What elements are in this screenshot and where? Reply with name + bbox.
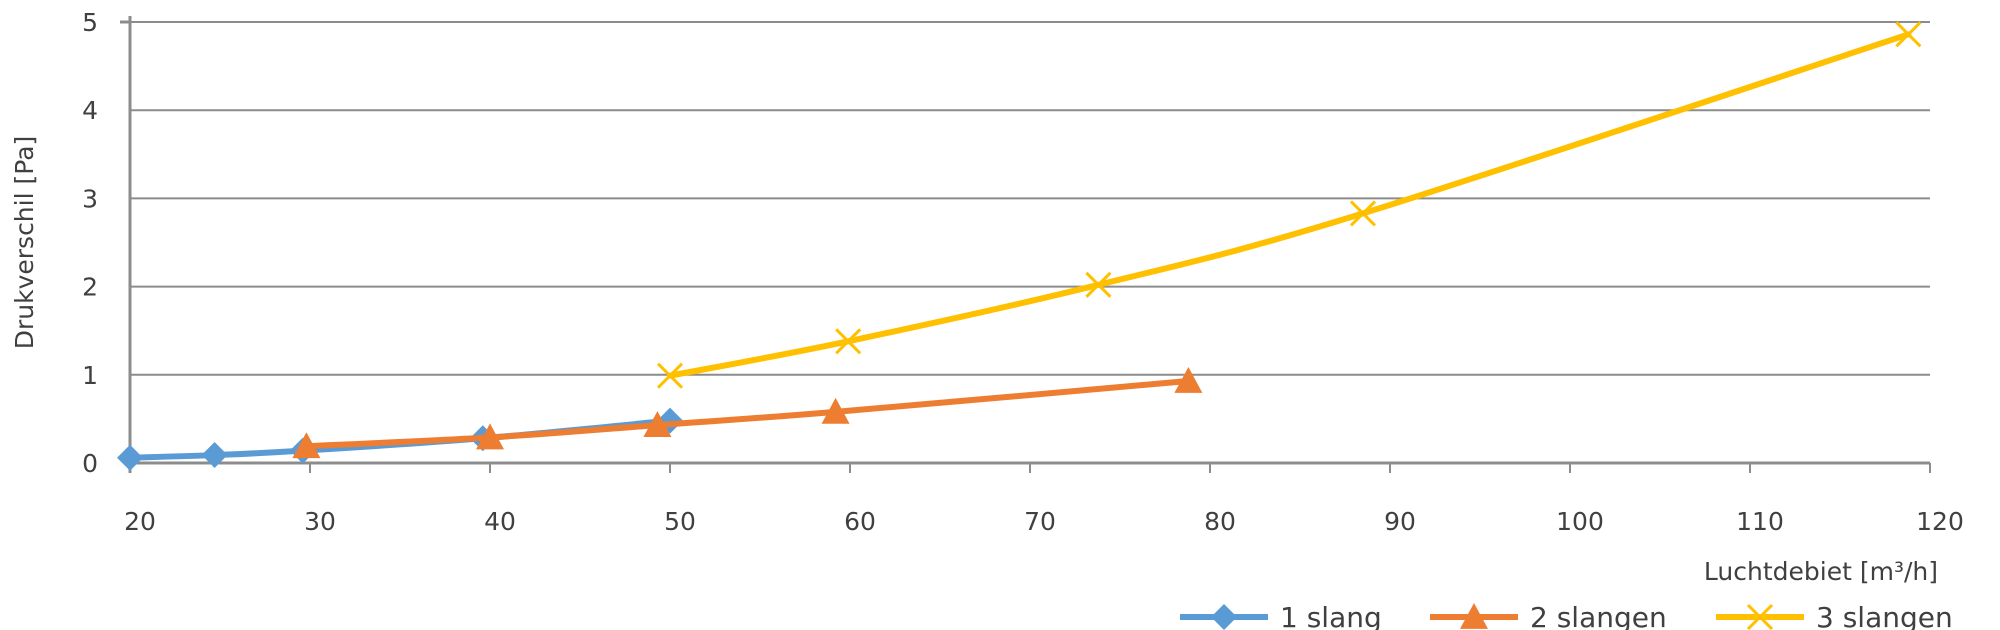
data-point-3-2 — [835, 328, 862, 355]
data-point-3-3 — [1085, 271, 1112, 298]
tick-labels: 0 1 2 3 4 5 20 30 40 50 60 70 80 90 100 110 120 — [82, 8, 1964, 536]
x-tick-label-20: 20 — [124, 507, 156, 536]
series-2 — [292, 366, 1203, 459]
legend: 1 slang 2 slangen 3 slangen — [1180, 601, 1953, 630]
legend-label-2: 2 slangen — [1530, 601, 1667, 630]
series-line-3 — [667, 31, 1912, 379]
y-tick-label-1: 1 — [82, 361, 98, 390]
legend-swatch-marker-2 — [1460, 603, 1488, 629]
series-3 — [656, 21, 1922, 389]
y-tick-label-0: 0 — [82, 449, 98, 478]
data-point-3-1 — [656, 362, 684, 389]
x-tick-label-80: 80 — [1204, 507, 1236, 536]
x-tick-label-60: 60 — [844, 507, 876, 536]
data-point-1-2 — [201, 442, 228, 469]
x-tick-label-90: 90 — [1384, 507, 1416, 536]
data-point-3-5 — [1895, 21, 1922, 48]
data-point-2-4 — [821, 397, 850, 424]
legend-label-1: 1 slang — [1280, 601, 1382, 630]
y-tick-label-5: 5 — [82, 8, 98, 37]
y-axis-title: Drukverschil [Pa] — [10, 136, 39, 350]
legend-item-3: 3 slangen — [1716, 601, 1953, 630]
gridlines — [130, 21, 1930, 376]
legend-swatch-marker-3 — [1746, 603, 1774, 630]
legend-item-1: 1 slang — [1180, 601, 1382, 630]
y-tick-label-3: 3 — [82, 184, 98, 213]
x-tick-label-120: 120 — [1916, 507, 1964, 536]
legend-swatch-marker-1 — [1211, 604, 1237, 630]
data-point-2-5 — [1174, 366, 1203, 393]
x-tick-label-40: 40 — [484, 507, 516, 536]
data-point-2-2 — [476, 423, 504, 450]
data-point-2-3 — [643, 411, 672, 437]
data-point-1-1 — [117, 444, 143, 471]
data-point-2-1 — [292, 432, 321, 459]
data-point-3-4 — [1349, 200, 1377, 227]
x-tick-label-50: 50 — [664, 507, 696, 536]
x-tick-label-110: 110 — [1736, 507, 1784, 536]
axes — [120, 16, 1931, 473]
x-tick-label-30: 30 — [304, 507, 336, 536]
legend-label-3: 3 slangen — [1816, 601, 1953, 630]
x-tick-label-100: 100 — [1556, 507, 1604, 536]
series-layer — [117, 21, 1922, 471]
x-axis-title: Luchtdebiet [m³/h] — [1704, 557, 1938, 586]
x-tick-label-70: 70 — [1024, 507, 1056, 536]
legend-item-2: 2 slangen — [1430, 601, 1667, 630]
y-tick-label-2: 2 — [82, 273, 98, 302]
y-tick-label-4: 4 — [82, 96, 98, 125]
series-line-2 — [303, 377, 1192, 450]
